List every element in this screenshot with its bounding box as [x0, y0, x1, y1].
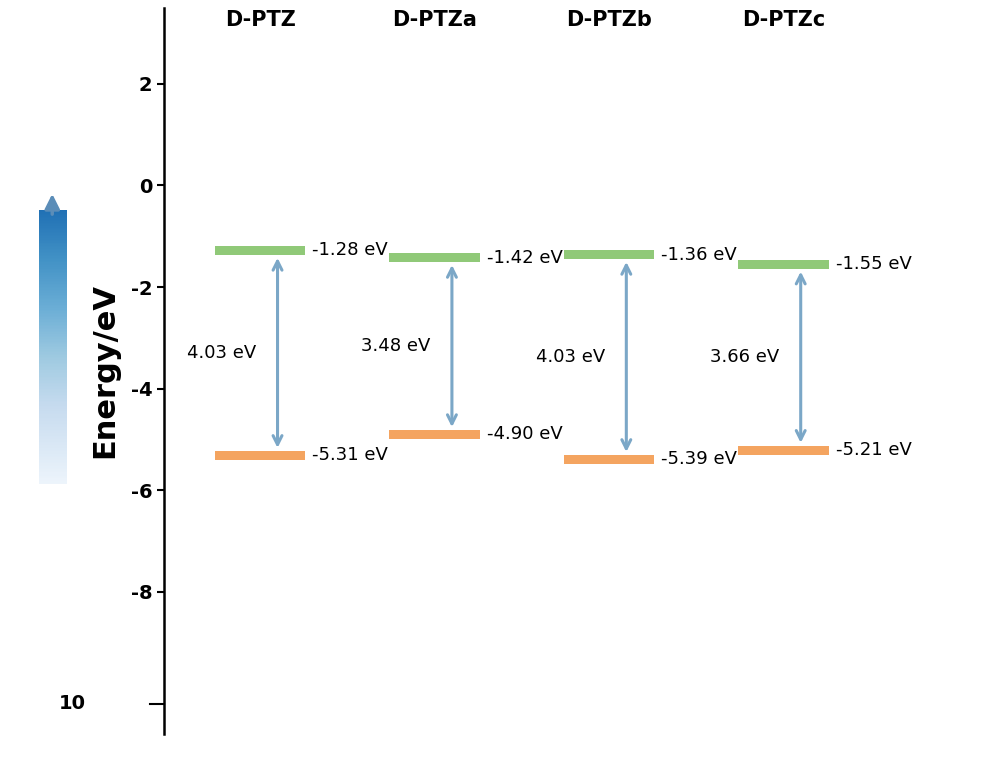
Text: -5.31 eV: -5.31 eV [312, 447, 388, 464]
Bar [215, 450, 305, 459]
Bar [389, 430, 479, 439]
Bar [563, 250, 654, 259]
Text: D-PTZb: D-PTZb [566, 10, 651, 30]
Bar [215, 246, 305, 255]
Text: -1.36 eV: -1.36 eV [661, 245, 737, 263]
Text: -5.39 eV: -5.39 eV [661, 450, 737, 469]
Text: 3.66 eV: 3.66 eV [710, 348, 778, 366]
Text: -5.21 eV: -5.21 eV [835, 441, 911, 459]
Text: -1.55 eV: -1.55 eV [835, 255, 911, 273]
Text: -4.90 eV: -4.90 eV [486, 425, 562, 444]
Bar [738, 260, 828, 269]
Text: 3.48 eV: 3.48 eV [361, 337, 430, 355]
Bar [738, 446, 828, 455]
Text: 4.03 eV: 4.03 eV [187, 344, 256, 362]
Text: D-PTZa: D-PTZa [392, 10, 476, 30]
Text: -1.28 eV: -1.28 eV [312, 241, 388, 260]
Text: D-PTZ: D-PTZ [225, 10, 295, 30]
Text: 10: 10 [59, 694, 85, 713]
Bar [563, 455, 654, 464]
Bar [389, 253, 479, 262]
Text: D-PTZc: D-PTZc [741, 10, 824, 30]
Text: 4.03 eV: 4.03 eV [536, 348, 604, 366]
Text: -1.42 eV: -1.42 eV [486, 248, 563, 266]
Y-axis label: Energy/eV: Energy/eV [90, 283, 119, 459]
